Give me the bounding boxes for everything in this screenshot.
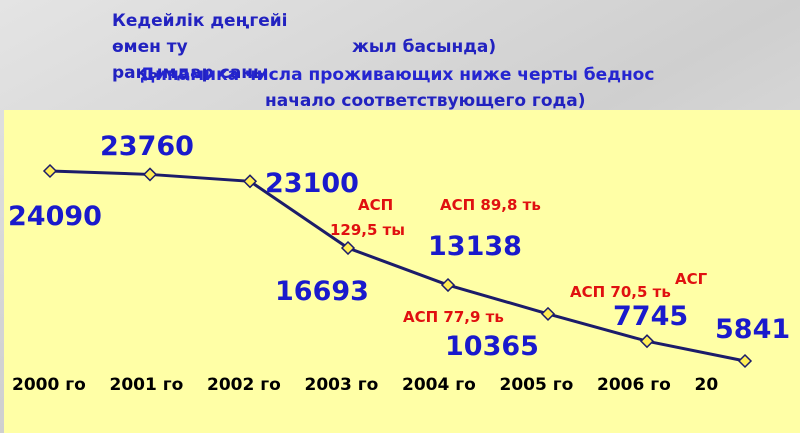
title-text: рақымдар саны xyxy=(112,63,268,83)
x-tick-label: 2004 го xyxy=(402,375,476,395)
value-label: 23760 xyxy=(100,131,194,162)
value-label: 5841 xyxy=(715,314,790,345)
marker xyxy=(42,163,58,179)
x-tick-label: 2000 го xyxy=(12,375,86,395)
x-tick-label: 2005 го xyxy=(500,375,574,395)
marker xyxy=(540,306,556,321)
chart-panel xyxy=(4,110,800,433)
x-tick-label: 2006 го xyxy=(597,375,671,395)
title-text: Кедейлік деңгейі xyxy=(112,11,287,31)
annotation: АСП 77,9 ть xyxy=(403,308,504,326)
annotation: АСП 70,5 ть xyxy=(570,283,671,301)
marker xyxy=(737,353,753,369)
annotation: АСП 89,8 ть xyxy=(440,196,541,214)
line xyxy=(49,169,746,363)
title-text: начало соответствующего года) xyxy=(265,91,585,111)
annotation: 129,5 ты xyxy=(330,221,405,239)
value-label: 24090 xyxy=(8,201,102,232)
x-tick-label: 2003 го xyxy=(305,375,379,395)
value-label: 7745 xyxy=(613,301,688,332)
annotation: АСГ xyxy=(675,270,708,288)
marker xyxy=(440,277,456,293)
annotation: АСП xyxy=(358,196,393,214)
title-text: өмен ту xyxy=(112,37,188,57)
x-tick-label: 2001 го xyxy=(110,375,184,395)
title-text: жыл басында) xyxy=(352,37,496,57)
x-tick-label: 20 xyxy=(695,375,719,395)
title-text: Динамика числа проживающих ниже черты бе… xyxy=(140,65,654,85)
value-label: 23100 xyxy=(265,168,359,199)
marker xyxy=(142,167,158,182)
marker xyxy=(340,240,356,256)
value-label: 16693 xyxy=(275,276,369,307)
marker xyxy=(639,334,655,349)
value-label: 10365 xyxy=(445,331,539,362)
marker xyxy=(242,174,258,189)
x-tick-label: 2002 го xyxy=(207,375,281,395)
value-label: 13138 xyxy=(428,231,522,262)
